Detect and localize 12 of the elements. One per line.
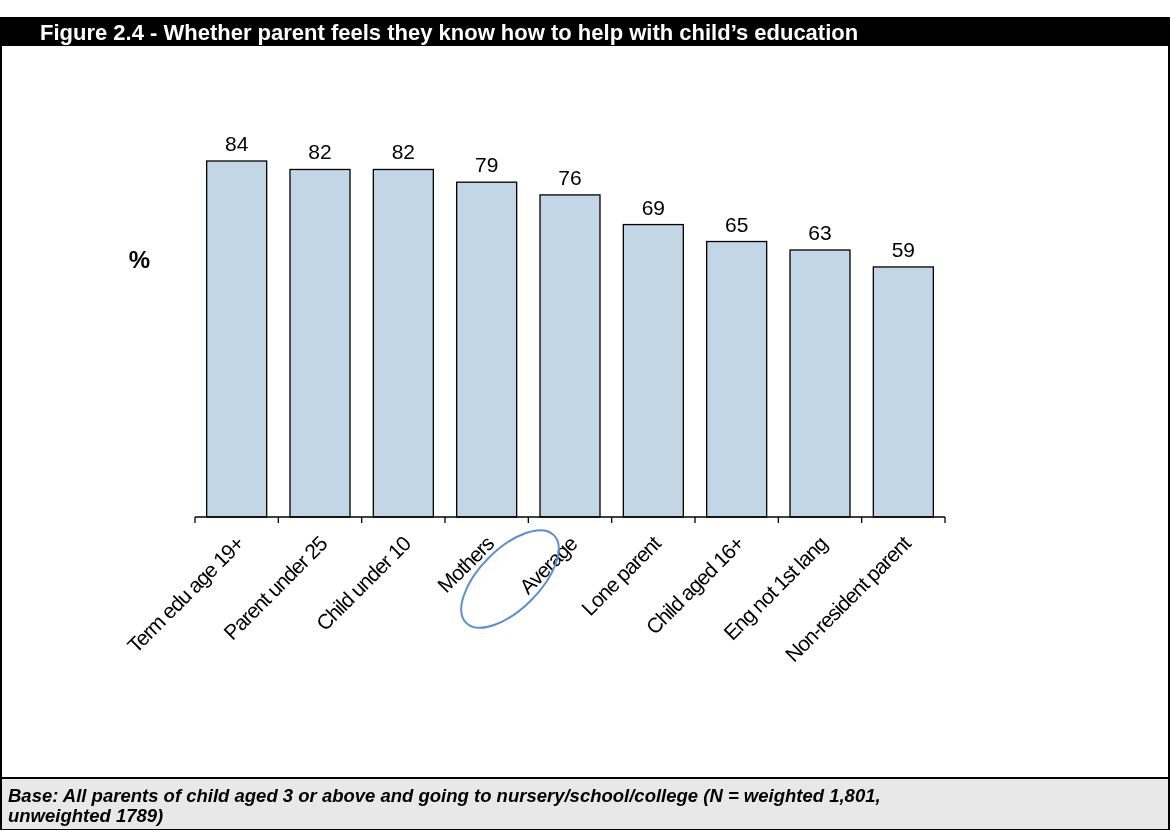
- data-label: 84: [224, 132, 249, 155]
- data-label: 65: [724, 212, 749, 236]
- chart-title: Figure 2.4 - Whether parent feels they know how to help with child’s education: [40, 20, 859, 45]
- data-label: 76: [558, 165, 582, 189]
- data-label: 59: [891, 237, 916, 261]
- data-label: 69: [641, 195, 666, 219]
- y-axis-title: %: [128, 246, 150, 273]
- data-label: 63: [808, 221, 832, 244]
- text: Base: All parents of child aged 3 or above and going to nursery/school/college (N = weighted 1,801, unweighted 1789): [8, 785, 881, 826]
- data-label: 82: [308, 140, 332, 164]
- data-label: 82: [391, 140, 416, 164]
- data-label: 79: [474, 153, 499, 177]
